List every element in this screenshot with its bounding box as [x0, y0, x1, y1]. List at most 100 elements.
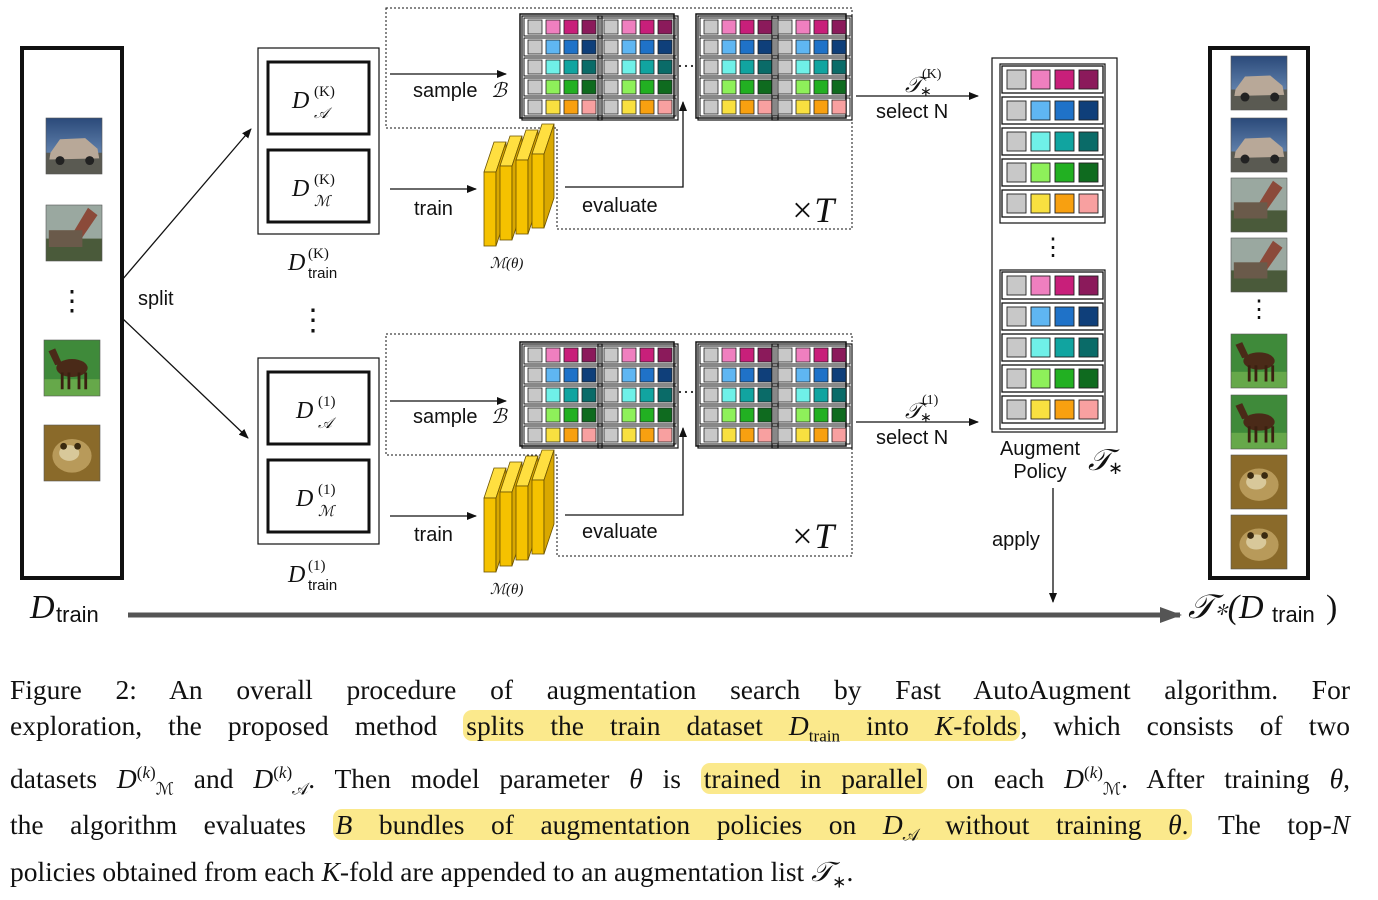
policy-cell	[721, 387, 737, 403]
policy-grids-bottom	[519, 341, 853, 449]
policy-cell	[621, 99, 637, 115]
policy-cell	[527, 407, 543, 423]
d-m-K-symbol: D	[291, 176, 309, 202]
policy-cell	[1030, 306, 1051, 327]
policy-cell	[739, 59, 755, 75]
policy-cell	[795, 407, 811, 423]
policy-cell	[703, 79, 719, 95]
policy-cell	[621, 59, 637, 75]
svg-text:𝒜: 𝒜	[314, 106, 333, 122]
policy-cell	[795, 19, 811, 35]
policy-cell	[657, 367, 673, 383]
policy-cell	[545, 99, 561, 115]
policy-cell	[621, 79, 637, 95]
policy-cell	[639, 39, 655, 55]
policy-cell	[527, 387, 543, 403]
policy-cell	[657, 39, 673, 55]
policy-cell	[721, 59, 737, 75]
policy-cell	[739, 347, 755, 363]
svg-text:∗: ∗	[1108, 458, 1123, 478]
policy-row	[1001, 271, 1104, 300]
policy-cell	[581, 347, 597, 363]
policy-cell	[813, 39, 829, 55]
policy-row	[1001, 333, 1104, 362]
policy-cell	[1030, 337, 1051, 358]
evaluate-label-top: evaluate	[582, 195, 658, 217]
highlight-bundles: B bundles of augmentation policies on D𝒜…	[332, 809, 1192, 845]
policy-cell	[813, 367, 829, 383]
policy-cell	[721, 407, 737, 423]
d-a-K-symbol: D	[291, 88, 309, 114]
policy-cell	[1006, 162, 1027, 183]
policy-cell	[831, 39, 847, 55]
policy-cell	[1030, 368, 1051, 389]
policy-cell	[1006, 100, 1027, 121]
policy-cell	[1054, 368, 1075, 389]
svg-text:(1): (1)	[318, 482, 336, 498]
policy-cell	[527, 427, 543, 443]
svg-text:(1): (1)	[318, 394, 336, 410]
model-label-top: ℳ(θ)	[490, 256, 523, 272]
evaluate-label-bottom: evaluate	[582, 521, 658, 543]
policy-cell	[621, 407, 637, 423]
model-slab	[515, 159, 529, 235]
frog-image	[1230, 454, 1288, 510]
policy-cell	[1006, 131, 1027, 152]
policy-cell	[545, 19, 561, 35]
policy-cell	[721, 19, 737, 35]
horse-image	[43, 339, 101, 397]
times-T-bottom: ×T	[790, 516, 837, 556]
policy-row	[1001, 158, 1104, 187]
policy-cell	[545, 387, 561, 403]
caption-line-1: Figure 2: An overall procedure of augmen…	[10, 674, 1350, 705]
policy-row	[1001, 65, 1104, 94]
policy-cell	[639, 19, 655, 35]
policy-label: Policy	[1013, 461, 1066, 483]
truck-image	[45, 204, 103, 262]
policy-bundle	[521, 343, 603, 449]
policy-cell	[831, 407, 847, 423]
policy-cell	[639, 427, 655, 443]
policy-cell	[795, 99, 811, 115]
policy-cell	[657, 79, 673, 95]
policy-cell	[777, 347, 793, 363]
svg-text:(1): (1)	[308, 558, 326, 574]
policy-cell	[603, 99, 619, 115]
policy-cell	[813, 19, 829, 35]
tau-dtrain-label: 𝒯∗(D	[1188, 589, 1264, 626]
caption-line-2: exploration, the proposed method splits …	[10, 710, 1351, 746]
policy-cell	[739, 39, 755, 55]
policy-cell	[657, 59, 673, 75]
policy-row	[1001, 395, 1104, 424]
policy-cell	[657, 347, 673, 363]
policy-cell	[831, 19, 847, 35]
policy-bundle	[521, 15, 603, 121]
policy-cell	[1054, 162, 1075, 183]
policy-cell	[721, 427, 737, 443]
svg-text:D: D	[295, 486, 313, 512]
policy-cell	[545, 407, 561, 423]
policy-cell	[1078, 162, 1099, 183]
policy-cell	[757, 387, 773, 403]
policy-cell	[563, 427, 579, 443]
svg-text:(K): (K)	[922, 67, 942, 82]
policy-cell	[603, 79, 619, 95]
policy-cell	[1054, 193, 1075, 214]
policy-bundle	[597, 343, 679, 449]
policy-cell	[603, 387, 619, 403]
policy-cell	[563, 99, 579, 115]
policy-cell	[639, 99, 655, 115]
policy-cell	[527, 79, 543, 95]
policy-cell	[795, 39, 811, 55]
policy-cell	[563, 347, 579, 363]
policy-cell	[1054, 131, 1075, 152]
policy-grids-top	[519, 13, 853, 121]
svg-text:∗: ∗	[920, 85, 932, 100]
car-image	[45, 117, 103, 175]
model-label-bottom: ℳ(θ)	[490, 582, 523, 598]
policy-cell	[581, 387, 597, 403]
svg-text:···: ···	[677, 56, 695, 76]
policy-cell	[757, 427, 773, 443]
train-label-top: train	[414, 198, 453, 220]
sample-label-bottom: sample	[413, 406, 477, 428]
